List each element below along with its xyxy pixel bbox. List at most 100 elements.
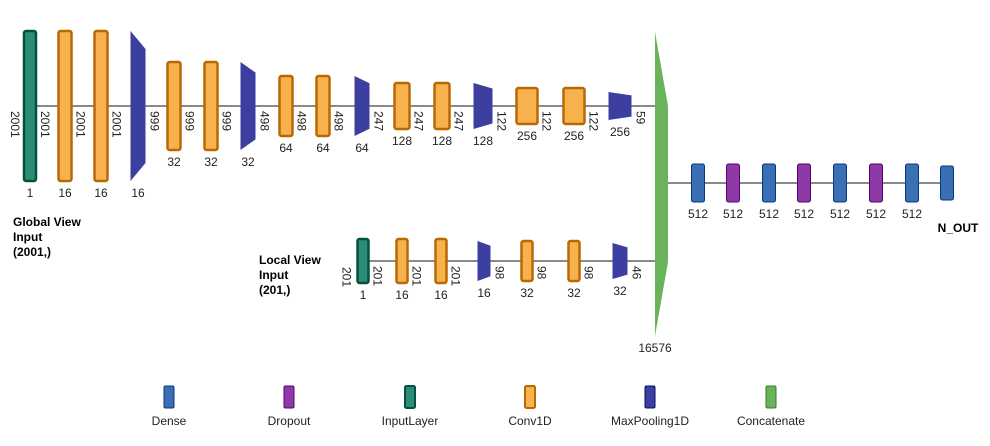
global-maxpool-layer (608, 92, 632, 120)
global-view-title-line: Input (13, 230, 42, 244)
concatenate-layer: 16576 (638, 32, 672, 355)
input-side-label: 2001 (8, 111, 22, 138)
dense-layer (762, 163, 776, 203)
dropout-layer (797, 163, 811, 203)
layer-dim-label: 122 (495, 111, 509, 131)
global-maxpool-layer (473, 83, 493, 129)
dense-layer (833, 163, 847, 203)
dense-units-label: 512 (830, 207, 850, 221)
dense-units-label: 512 (902, 207, 922, 221)
input-side-label: 201 (340, 267, 354, 287)
pool-legend-swatch (644, 385, 656, 409)
legend-label: MaxPooling1D (611, 414, 689, 428)
layer-filters-label: 32 (204, 155, 218, 169)
local-input-layer (356, 237, 370, 285)
dense-units-label: 512 (688, 207, 708, 221)
dense-layer (905, 163, 919, 203)
layer-dim-label: 98 (582, 266, 596, 280)
layer-filters-label: 1 (360, 288, 367, 302)
layer-dim-label: 247 (372, 111, 386, 131)
legend-label: InputLayer (382, 414, 439, 428)
local-conv1d-layer (395, 237, 409, 285)
layer-dim-label: 999 (220, 111, 234, 131)
layer-dim-label: 46 (630, 266, 644, 280)
local-conv1d-layer (434, 237, 448, 285)
dense-units-label: 512 (794, 207, 814, 221)
layer-dim-label: 247 (412, 111, 426, 131)
layer-filters-label: 256 (610, 125, 630, 139)
local-maxpool-layer (612, 243, 628, 279)
global-conv1d-layer (562, 86, 586, 126)
dense-stack: 512 512 512 512 512 512 512 N_OUT (688, 163, 979, 235)
layer-filters-label: 16 (58, 186, 72, 200)
global-conv1d-layer (203, 60, 219, 152)
legend-label: Conv1D (508, 414, 552, 428)
layer-dim-label: 2001 (74, 111, 88, 138)
layer-dim-label: 999 (183, 111, 197, 131)
layer-dim-label: 122 (587, 111, 601, 131)
layer-filters-label: 32 (520, 286, 534, 300)
layer-filters-label: 32 (567, 286, 581, 300)
dense-units-label: 512 (866, 207, 886, 221)
local-view-title-line: Input (259, 268, 288, 282)
global-input-layer (22, 29, 38, 183)
layer-filters-label: 32 (241, 155, 255, 169)
dense-units-label: 512 (723, 207, 743, 221)
global-maxpool-layer (240, 62, 256, 150)
dense-layer (940, 165, 954, 201)
global-conv1d-layer (93, 29, 109, 183)
dense-layer (691, 163, 705, 203)
layer-dim-label: 201 (410, 266, 424, 286)
global-maxpool-layer (354, 76, 370, 136)
layer-dim-label: 201 (449, 266, 463, 286)
layer-filters-label: 256 (517, 129, 537, 143)
layer-dim-label: 201 (371, 266, 385, 286)
local-conv1d-layer (567, 239, 581, 283)
concatenate-size-label: 16576 (638, 341, 672, 355)
layer-filters-label: 128 (392, 134, 412, 148)
legend-label: Dropout (268, 414, 311, 428)
layer-filters-label: 256 (564, 129, 584, 143)
local-view-title-line: Local View (259, 253, 321, 267)
layer-filters-label: 16 (131, 186, 145, 200)
dense-units-label: 512 (759, 207, 779, 221)
layer-dim-label: 498 (332, 111, 346, 131)
concat-legend-swatch (765, 385, 777, 409)
layer-dim-label: 498 (295, 111, 309, 131)
global-conv1d-layer (433, 81, 451, 131)
layer-filters-label: 64 (316, 141, 330, 155)
legend-label: Dense (152, 414, 187, 428)
global-maxpool-layer (130, 31, 146, 181)
layer-filters-label: 32 (613, 284, 627, 298)
legend: Dense Dropout InputLayer Conv1D MaxPooling1D… (152, 385, 805, 428)
layer-filters-label: 128 (432, 134, 452, 148)
layer-filters-label: 16 (477, 286, 491, 300)
conv-legend-swatch (524, 385, 536, 409)
global-conv1d-layer (393, 81, 411, 131)
legend-label: Concatenate (737, 414, 805, 428)
dropout-layer (869, 163, 883, 203)
layer-dim-label: 98 (535, 266, 549, 280)
layer-filters-label: 1 (27, 186, 34, 200)
layer-dim-label: 2001 (38, 111, 52, 138)
layer-filters-label: 16 (94, 186, 108, 200)
layer-filters-label: 64 (279, 141, 293, 155)
input-legend-swatch (404, 385, 416, 409)
layer-filters-label: 32 (167, 155, 181, 169)
dropout-legend-swatch (283, 385, 295, 409)
layer-dim-label: 98 (493, 266, 507, 280)
global-conv1d-layer (315, 74, 331, 138)
layer-filters-label: 128 (473, 134, 493, 148)
layer-filters-label: 16 (395, 288, 409, 302)
global-conv1d-layer (278, 74, 294, 138)
dense-legend-swatch (163, 385, 175, 409)
layer-dim-label: 2001 (110, 111, 124, 138)
global-conv1d-layer (515, 86, 539, 126)
global-conv1d-layer (166, 60, 182, 152)
layer-dim-label: 59 (634, 111, 648, 125)
layer-filters-label: 64 (355, 141, 369, 155)
local-maxpool-layer (477, 241, 491, 281)
layer-dim-label: 999 (148, 111, 162, 131)
